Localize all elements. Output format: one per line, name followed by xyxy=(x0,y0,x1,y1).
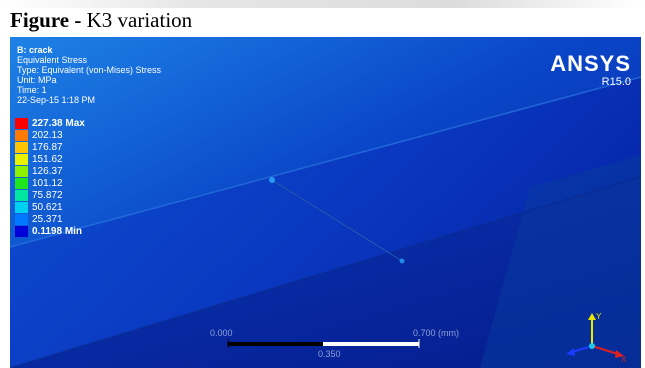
figure-label: Figure - xyxy=(10,8,82,32)
legend-row: 227.38 Max xyxy=(15,118,135,130)
legend-label: 0.1198 Min xyxy=(32,226,83,237)
legend-row: 50.621 xyxy=(15,202,135,214)
legend-swatch xyxy=(15,178,28,189)
result-name: Equivalent Stress xyxy=(17,55,88,65)
logo-name: ANSYS xyxy=(550,51,631,76)
legend-row: 101.12 xyxy=(15,178,135,190)
axis-triad[interactable]: Y X xyxy=(552,308,632,363)
legend-row: 0.1198 Min xyxy=(15,226,135,238)
legend-row: 126.37 xyxy=(15,166,135,178)
legend-swatch xyxy=(15,118,28,129)
ansys-viewport[interactable]: B: crack Equivalent Stress Type: Equival… xyxy=(10,37,641,368)
legend-label: 202.13 xyxy=(32,130,63,141)
legend-label: 25.371 xyxy=(32,214,63,225)
legend-label: 50.621 xyxy=(32,202,63,213)
figure-title: K3 variation xyxy=(86,8,193,32)
legend-swatch xyxy=(15,130,28,141)
scale-mid-label: 0.350 xyxy=(318,349,341,359)
result-header: B: crack Equivalent Stress Type: Equival… xyxy=(17,45,161,105)
logo-version: R15.0 xyxy=(601,76,631,88)
result-unit: Unit: MPa xyxy=(17,75,57,85)
scale-bar: 0.000 0.700 (mm) 0.350 xyxy=(210,324,480,364)
legend-swatch xyxy=(15,226,28,237)
legend-label: 176.87 xyxy=(32,142,63,153)
figure-caption: Figure - K3 variation xyxy=(10,7,192,33)
legend-swatch xyxy=(15,190,28,201)
stress-contour-render xyxy=(10,37,641,368)
legend-row: 151.62 xyxy=(15,154,135,166)
legend-row: 75.872 xyxy=(15,190,135,202)
triad-x-label: X xyxy=(621,355,627,363)
legend-label: 151.62 xyxy=(32,154,63,165)
triad-y-label: Y xyxy=(596,312,602,321)
scale-bar-graphic xyxy=(227,339,420,348)
result-type: Type: Equivalent (von-Mises) Stress xyxy=(17,65,162,75)
model-name: B: crack xyxy=(17,45,53,55)
legend-swatch xyxy=(15,214,28,225)
scale-start-label: 0.000 xyxy=(210,328,233,338)
legend-label: 126.37 xyxy=(32,166,63,177)
legend-row: 176.87 xyxy=(15,142,135,154)
top-strip xyxy=(0,0,645,8)
legend-swatch xyxy=(15,142,28,153)
scale-end-label: 0.700 (mm) xyxy=(413,328,460,338)
legend-row: 202.13 xyxy=(15,130,135,142)
legend-row: 25.371 xyxy=(15,214,135,226)
legend-swatch xyxy=(15,202,28,213)
ansys-logo: ANSYS R15.0 xyxy=(550,51,631,89)
legend-label: 75.872 xyxy=(32,190,63,201)
result-date: 22-Sep-15 1:18 PM xyxy=(17,95,96,105)
result-time: Time: 1 xyxy=(17,85,47,95)
legend-swatch xyxy=(15,154,28,165)
legend-label: 227.38 Max xyxy=(32,118,85,129)
legend-label: 101.12 xyxy=(32,178,63,189)
legend-swatch xyxy=(15,166,28,177)
